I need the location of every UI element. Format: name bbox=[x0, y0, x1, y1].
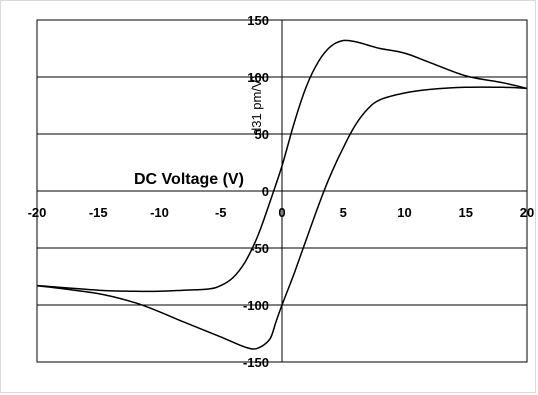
x-tick-label: 15 bbox=[459, 205, 473, 220]
y-tick-label: -100 bbox=[243, 298, 269, 313]
y-tick-labels: 150 100 50 0 -50 -100 -150 bbox=[243, 13, 269, 370]
x-tick-label: -20 bbox=[28, 205, 47, 220]
series-line-1 bbox=[36, 39, 528, 293]
x-tick-label: 0 bbox=[278, 205, 285, 220]
y-tick-label: 50 bbox=[255, 127, 269, 142]
y-tick-label: 0 bbox=[262, 184, 269, 199]
y-axis-label: d31 pm/V) bbox=[249, 75, 264, 135]
x-tick-label: 20 bbox=[520, 205, 534, 220]
series-group bbox=[36, 39, 528, 350]
x-tick-label: 10 bbox=[397, 205, 411, 220]
x-tick-label: -10 bbox=[150, 205, 169, 220]
x-tick-labels: -20 -15 -10 -5 0 5 10 15 20 bbox=[28, 205, 535, 220]
x-tick-label: -5 bbox=[215, 205, 227, 220]
y-tick-label: -150 bbox=[243, 355, 269, 370]
x-tick-label: -15 bbox=[89, 205, 108, 220]
y-tick-label: 100 bbox=[247, 70, 269, 85]
y-tick-label: 150 bbox=[247, 13, 269, 28]
series-line-2 bbox=[36, 86, 528, 350]
x-tick-label: 5 bbox=[340, 205, 347, 220]
y-tick-label: -50 bbox=[250, 241, 269, 256]
x-axis-label: DC Voltage (V) bbox=[134, 171, 244, 188]
